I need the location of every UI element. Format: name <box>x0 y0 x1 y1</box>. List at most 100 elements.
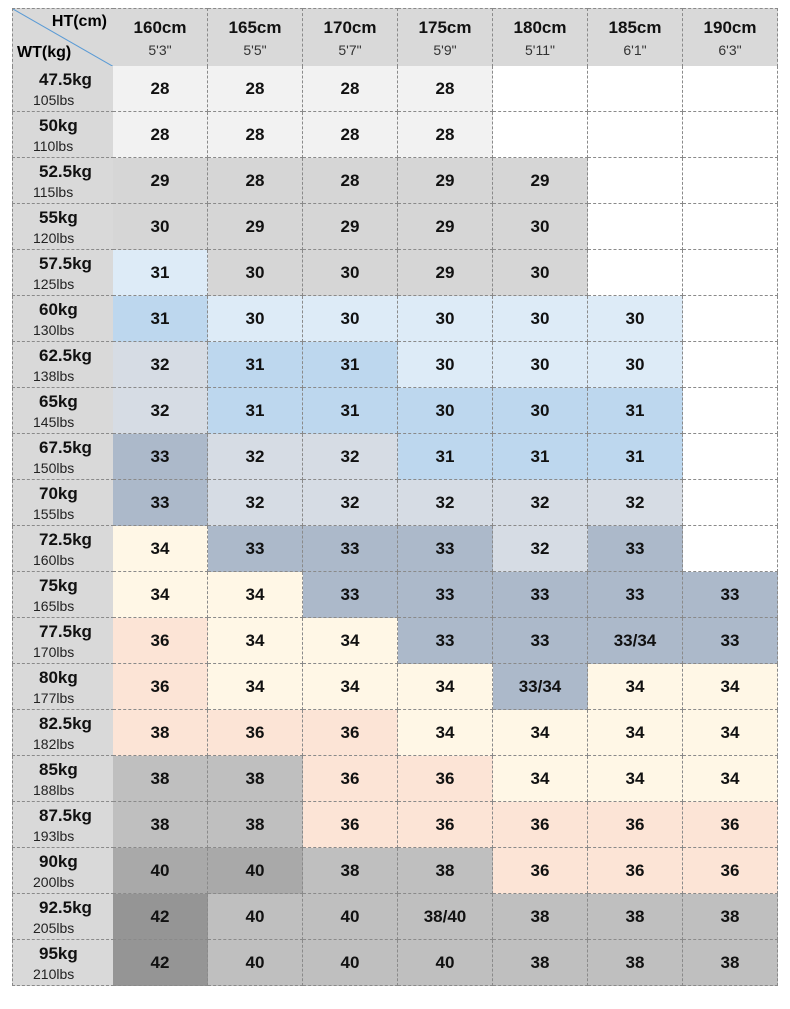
size-value: 31 <box>625 446 645 466</box>
weight-lbs: 110lbs <box>33 137 74 154</box>
weight-lbs: 150lbs <box>33 459 75 476</box>
size-value: 38 <box>435 860 455 880</box>
size-cell: 42 <box>113 940 208 986</box>
size-value: 38 <box>530 906 550 926</box>
size-cell: 32 <box>493 480 588 526</box>
weight-kg: 55kg <box>39 207 78 227</box>
weight-lbs: 170lbs <box>33 643 75 660</box>
size-value: 42 <box>150 952 170 972</box>
size-value: 36 <box>245 722 265 742</box>
size-value: 33 <box>720 584 740 604</box>
weight-lbs: 105lbs <box>33 91 75 108</box>
size-value: 40 <box>150 860 170 880</box>
size-cell: 36 <box>303 756 398 802</box>
size-value: 34 <box>530 768 550 788</box>
size-value: 34 <box>340 630 360 650</box>
size-cell: 36 <box>493 848 588 894</box>
size-value: 32 <box>530 538 550 558</box>
size-cell: 36 <box>683 848 778 894</box>
size-cell: 28 <box>303 112 398 158</box>
size-cell: 28 <box>303 158 398 204</box>
size-cell: 33/34 <box>588 618 683 664</box>
size-cell: 40 <box>208 940 303 986</box>
size-value: 31 <box>150 308 170 328</box>
size-cell: 29 <box>398 158 493 204</box>
size-cell: 30 <box>493 342 588 388</box>
size-value: 34 <box>245 584 265 604</box>
size-cell: 33 <box>493 618 588 664</box>
size-value: 40 <box>245 952 265 972</box>
size-cell: 38 <box>683 894 778 940</box>
size-cell: 34 <box>303 664 398 710</box>
size-cell: 30 <box>398 296 493 342</box>
column-header: 170cm 5'7" <box>303 8 398 67</box>
size-cell: 31 <box>588 388 683 434</box>
size-cell: 38 <box>208 756 303 802</box>
size-cell: 36 <box>113 618 208 664</box>
size-cell: 29 <box>113 158 208 204</box>
size-value: 40 <box>340 952 360 972</box>
size-value: 31 <box>530 446 550 466</box>
row-header: 62.5kg 138lbs <box>12 342 114 388</box>
size-cell: 32 <box>208 434 303 480</box>
size-cell: 34 <box>113 572 208 618</box>
size-cell: 29 <box>493 158 588 204</box>
size-cell: 40 <box>303 940 398 986</box>
size-cell: 33 <box>398 618 493 664</box>
size-value: 34 <box>245 630 265 650</box>
size-value: 33 <box>625 584 645 604</box>
size-value: 29 <box>435 216 455 236</box>
weight-lbs: 200lbs <box>33 873 75 890</box>
size-value: 32 <box>150 354 170 374</box>
size-cell: 34 <box>683 710 778 756</box>
size-value: 30 <box>530 308 550 328</box>
size-cell: 38 <box>493 940 588 986</box>
row-header: 67.5kg 150lbs <box>12 434 114 480</box>
height-ft: 6'1" <box>623 41 647 58</box>
size-value: 38 <box>720 906 740 926</box>
size-cell: 38 <box>398 848 493 894</box>
size-cell: 33 <box>113 480 208 526</box>
size-value: 36 <box>530 814 550 834</box>
size-cell: 34 <box>493 710 588 756</box>
size-cell: 38 <box>113 802 208 848</box>
height-ft: 5'9" <box>433 41 457 58</box>
size-cell: 31 <box>208 342 303 388</box>
size-value: 38 <box>530 952 550 972</box>
size-cell: 38 <box>303 848 398 894</box>
weight-lbs: 205lbs <box>33 919 75 936</box>
size-value: 32 <box>245 492 265 512</box>
size-value: 30 <box>340 308 360 328</box>
corner-cell: HT(cm) WT(kg) <box>12 8 114 67</box>
size-cell: 36 <box>398 802 493 848</box>
size-cell: 34 <box>208 572 303 618</box>
weight-kg: 75kg <box>39 575 78 595</box>
size-cell: 34 <box>303 618 398 664</box>
height-cm: 165cm <box>228 17 282 37</box>
weight-lbs: 210lbs <box>33 965 75 982</box>
size-value: 30 <box>530 216 550 236</box>
weight-lbs: 120lbs <box>33 229 75 246</box>
weight-lbs: 155lbs <box>33 505 75 522</box>
row-header: 87.5kg 193lbs <box>12 802 114 848</box>
weight-lbs: 145lbs <box>33 413 75 430</box>
size-value: 42 <box>150 906 170 926</box>
size-cell: 34 <box>208 618 303 664</box>
weight-kg: 77.5kg <box>39 621 92 641</box>
weight-kg: 90kg <box>39 851 78 871</box>
size-value: 31 <box>245 354 265 374</box>
size-value: 34 <box>720 722 740 742</box>
size-value: 40 <box>245 860 265 880</box>
size-cell: 36 <box>113 664 208 710</box>
size-value: 32 <box>435 492 455 512</box>
size-cell: 30 <box>398 342 493 388</box>
size-cell: 34 <box>208 664 303 710</box>
size-cell: 36 <box>493 802 588 848</box>
size-cell: 29 <box>303 204 398 250</box>
size-cell: 38 <box>208 802 303 848</box>
size-value: 30 <box>245 262 265 282</box>
weight-kg: 87.5kg <box>39 805 92 825</box>
size-value: 28 <box>435 124 455 144</box>
weight-lbs: 165lbs <box>33 597 75 614</box>
size-cell: 36 <box>398 756 493 802</box>
